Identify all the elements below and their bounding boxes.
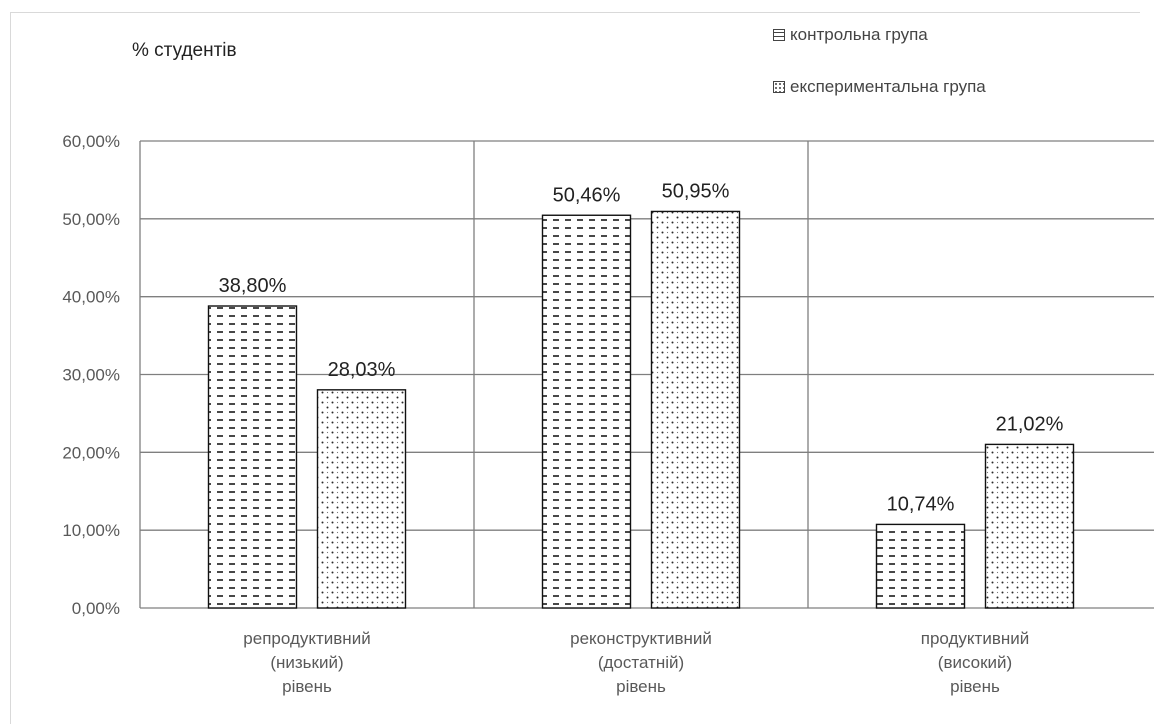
bar-experimental [316,389,407,609]
bar-control [541,214,632,609]
y-tick-label: 20,00% [62,443,120,462]
y-tick-label: 0,00% [72,599,120,618]
legend: контрольна група експериментальна група [773,23,986,127]
y-tick-label: 30,00% [62,366,120,385]
x-tick-label: рівень [950,677,1000,696]
x-tick-label: рівень [282,677,332,696]
legend-label-control: контрольна група [790,25,928,44]
x-tick-label: реконструктивний [570,629,712,648]
x-tick-label: (низький) [270,653,343,672]
data-label: 10,74% [887,493,955,515]
x-tick-label: продуктивний [921,629,1029,648]
legend-swatch-experimental [773,81,785,93]
data-label: 38,80% [219,275,287,297]
data-label: 50,46% [553,184,621,206]
legend-item-control: контрольна група [773,23,986,47]
legend-label-experimental: експериментальна група [790,77,986,96]
bar-control [875,523,966,609]
y-tick-label: 40,00% [62,288,120,307]
data-label: 28,03% [328,359,396,381]
x-tick-label: (достатній) [598,653,684,672]
x-tick-label: рівень [616,677,666,696]
legend-swatch-control [773,29,785,41]
x-tick-label: репродуктивний [243,629,370,648]
x-tick-label: (високий) [938,653,1012,672]
bar-experimental [650,210,741,609]
y-tick-label: 10,00% [62,521,120,540]
y-tick-label: 60,00% [62,132,120,151]
y-axis-title: % студентів [132,40,237,61]
data-label: 21,02% [996,413,1064,435]
chart-frame [10,12,1140,724]
data-label: 50,95% [662,180,730,202]
y-tick-label: 50,00% [62,210,120,229]
bar-control [207,305,298,609]
legend-item-experimental: експериментальна група [773,75,986,99]
bar-experimental [984,443,1075,609]
